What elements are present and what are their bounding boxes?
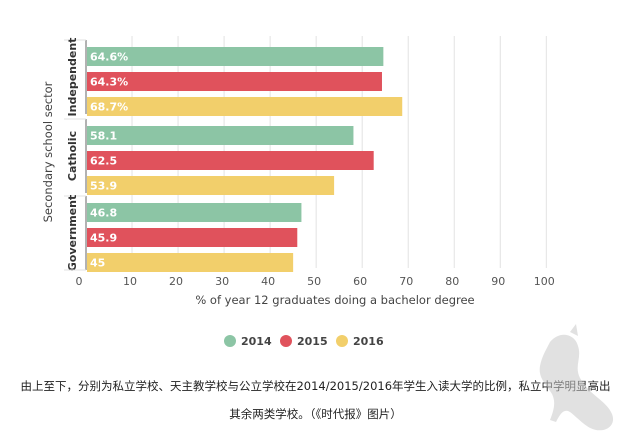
bar-value-label: 58.1: [90, 130, 117, 143]
bar-catholic-2014: [87, 126, 354, 145]
x-tick-label: 20: [169, 275, 183, 288]
caption-line-2: 其余两类学校。（《时代报》图片）: [229, 407, 402, 421]
x-tick-label: 30: [215, 275, 229, 288]
bar-value-label: 68.7%: [90, 101, 128, 114]
bar-catholic-2015: [87, 151, 374, 170]
group-label-independent: Independent: [66, 38, 79, 117]
x-tick-label: 50: [307, 275, 321, 288]
bar-independent-2014: [87, 47, 384, 66]
bar-value-label: 45.9: [90, 232, 117, 245]
legend-swatch-2016: [336, 335, 348, 347]
x-tick-label: 40: [261, 275, 275, 288]
x-tick-label: 80: [445, 275, 459, 288]
x-tick-label: 90: [491, 275, 505, 288]
x-tick-label: 100: [534, 275, 555, 288]
bar-independent-2015: [87, 72, 382, 91]
x-tick-label: 0: [76, 275, 83, 288]
y-axis-title: Secondary school sector: [41, 81, 55, 222]
legend-swatch-2015: [280, 335, 292, 347]
x-tick-label: 60: [353, 275, 367, 288]
x-axis-title: % of year 12 graduates doing a bachelor …: [195, 293, 474, 307]
bar-value-label: 53.9: [90, 180, 117, 193]
bar-independent-2016: [87, 97, 403, 116]
kangaroo-watermark-icon: [539, 324, 614, 431]
bar-government-2014: [87, 203, 302, 222]
group-label-government: Government: [66, 195, 79, 271]
group-label-catholic: Catholic: [66, 131, 79, 181]
x-tick-label: 10: [123, 275, 137, 288]
bar-government-2015: [87, 228, 298, 247]
caption-line-1: 由上至下，分别为私立学校、天主教学校与公立学校在2014/2015/2016年学…: [20, 379, 611, 393]
bar-value-label: 46.8: [90, 207, 117, 220]
legend-label-2015: 2015: [297, 335, 328, 348]
legend-swatch-2014: [224, 335, 236, 347]
x-tick-label: 70: [399, 275, 413, 288]
legend-label-2014: 2014: [241, 335, 272, 348]
legend-label-2016: 2016: [353, 335, 384, 348]
bar-value-label: 62.5: [90, 155, 117, 168]
bar-value-label: 64.3%: [90, 76, 128, 89]
bar-value-label: 64.6%: [90, 51, 128, 64]
bar-catholic-2016: [87, 176, 335, 195]
bar-value-label: 45: [90, 257, 105, 270]
bar-government-2016: [87, 253, 294, 272]
